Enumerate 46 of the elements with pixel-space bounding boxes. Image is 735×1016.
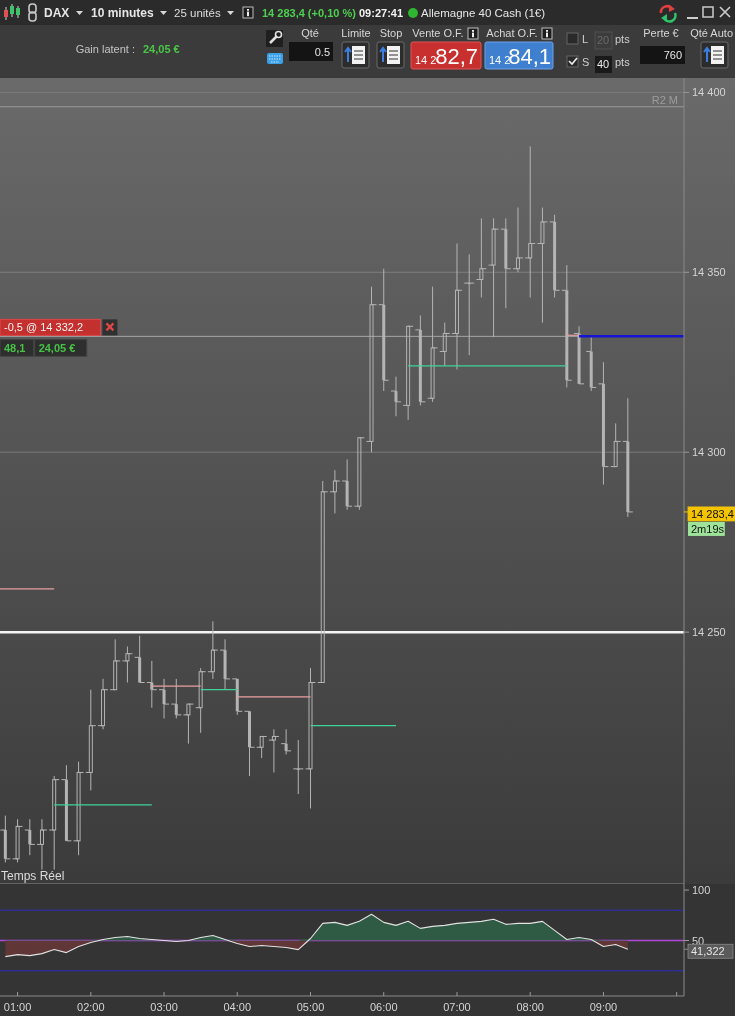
text: Limite [341, 27, 371, 39]
text: S [582, 56, 590, 68]
text: Allemagne 40 Cash (1€) [421, 7, 546, 19]
x-tick-label: 03:00 [150, 1001, 178, 1013]
text: Gain latent : [75, 43, 135, 55]
y-tick-label: 14 250 [692, 626, 726, 639]
x-tick-label: 02:00 [77, 1001, 105, 1013]
text: 82,7 [435, 44, 478, 69]
text: Perte € [643, 27, 679, 39]
ref-line-label: -0,5 @ 14 332,2 [4, 321, 84, 334]
x-tick-label: 05:00 [296, 1001, 325, 1013]
text: DAX [44, 6, 70, 20]
text: Achat O.F. [486, 27, 538, 39]
text: 41,322 [691, 945, 725, 958]
text: Qté Auto [690, 27, 733, 39]
text: 84,1 [508, 44, 551, 69]
x-tick-label: 04:00 [223, 1001, 252, 1013]
text: 760 [663, 49, 682, 61]
text: 24,05 € [143, 43, 180, 55]
text: L [582, 33, 589, 45]
text: 14 2 [489, 54, 511, 66]
text: Stop [379, 27, 403, 39]
text: Vente O.F. [412, 27, 464, 39]
text: 09:27:41 [359, 7, 404, 19]
x-tick-label: 01:00 [3, 1001, 32, 1013]
annotation: Temps Réel [1, 869, 65, 883]
x-tick-label: 09:00 [589, 1001, 618, 1013]
y-tick-label: 14 300 [692, 446, 726, 459]
y-tick-label: 50 [692, 934, 705, 947]
text: 14 283,4 (+0,10 %) [262, 7, 357, 19]
text: 14 283,4 [691, 507, 734, 520]
text: 25 unités [174, 7, 221, 19]
x-tick-label: 06:00 [369, 1001, 398, 1013]
text: 0.5 [314, 46, 330, 58]
x-tick-label: 07:00 [443, 1001, 471, 1013]
text: pts [615, 33, 631, 45]
text: pts [615, 56, 631, 68]
text: 10 minutes [91, 6, 155, 20]
y-tick-label: 100 [692, 884, 711, 897]
annotation: 48,1 [4, 342, 26, 355]
y-tick-label: 14 400 [692, 86, 726, 99]
y-tick-label: 14 350 [692, 266, 726, 279]
annotation: 24,05 € [38, 342, 76, 355]
text: 14 2 [415, 54, 437, 66]
text: Qté [301, 27, 319, 39]
x-tick-label: 08:00 [516, 1001, 544, 1013]
